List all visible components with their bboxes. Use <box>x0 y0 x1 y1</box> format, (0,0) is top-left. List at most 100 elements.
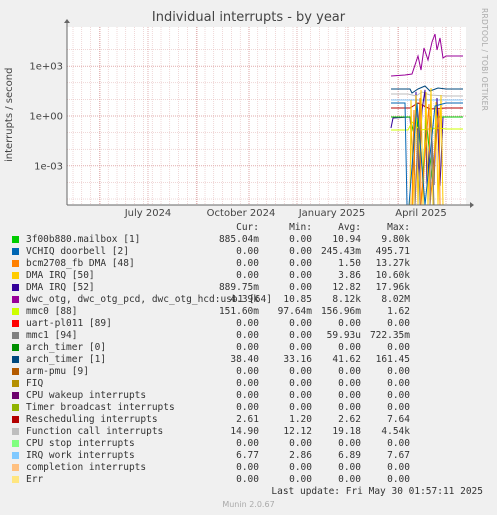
legend-series-name: DMA IRQ [50] <box>26 270 95 281</box>
legend-cur-value: 0.00 <box>236 258 259 269</box>
legend-min-value: 0.00 <box>289 282 312 293</box>
legend-swatch <box>12 332 19 339</box>
legend-row: Err 0.00 0.00 0.00 0.00 <box>12 474 490 486</box>
legend-swatch <box>12 452 19 459</box>
legend-row: bcm2708_fb DMA [48] 0.00 0.00 1.50 13.27k <box>12 258 490 270</box>
legend-max-value: 8.02M <box>381 294 410 305</box>
legend-cur-value: 0.00 <box>236 318 259 329</box>
legend-row: Timer broadcast interrupts 0.00 0.00 0.00 0.… <box>12 402 490 414</box>
legend-cur-value: 0.00 <box>236 246 259 257</box>
legend-avg-value: 8.12k <box>332 294 361 305</box>
legend-cur-value: 14.90 <box>230 426 259 437</box>
munin-version: Munin 2.0.67 <box>222 500 275 509</box>
legend-swatch <box>12 260 19 267</box>
legend-avg-value: 0.00 <box>338 438 361 449</box>
legend-header-cur: Cur: <box>236 222 259 233</box>
legend-min-value: 0.00 <box>289 258 312 269</box>
last-update: Last update: Fri May 30 01:57:11 2025 <box>271 486 483 497</box>
series-line-arch-timer-1 <box>391 85 463 94</box>
legend-cur-value: 0.00 <box>236 330 259 341</box>
legend-series-name: 3f00b880.mailbox [1] <box>26 234 141 245</box>
legend-avg-value: 0.00 <box>338 402 361 413</box>
y-tick-label: 1e+00 <box>29 112 63 123</box>
legend-series-name: DMA IRQ [52] <box>26 282 95 293</box>
legend-series-name: dwc_otg, dwc_otg_pcd, dwc_otg_hcd:usb1 [… <box>26 294 272 305</box>
legend-swatch <box>12 416 19 423</box>
legend-max-value: 722.35m <box>369 330 410 341</box>
legend-cur-value: 0.00 <box>236 462 259 473</box>
legend-max-value: 0.00 <box>387 438 410 449</box>
legend-swatch <box>12 356 19 363</box>
legend-avg-value: 0.00 <box>338 318 361 329</box>
legend-min-value: 12.12 <box>283 426 312 437</box>
legend-min-value: 0.00 <box>289 366 312 377</box>
legend-avg-value: 19.18 <box>332 426 361 437</box>
legend-avg-value: 156.96m <box>320 306 361 317</box>
legend-series-name: mmc1 [94] <box>26 330 78 341</box>
legend-max-value: 0.00 <box>387 474 410 485</box>
legend-min-value: 33.16 <box>283 354 312 365</box>
legend-series-name: Rescheduling interrupts <box>26 414 158 425</box>
legend-max-value: 17.96k <box>375 282 410 293</box>
series-line-vchiq <box>391 102 463 206</box>
legend-row: dwc_otg, dwc_otg_pcd, dwc_otg_hcd:usb1 [… <box>12 294 490 306</box>
legend-max-value: 0.00 <box>387 462 410 473</box>
legend-max-value: 7.67 <box>387 450 410 461</box>
legend-swatch <box>12 392 19 399</box>
legend-series-name: arch_timer [1] <box>26 354 107 365</box>
x-tick-label: July 2024 <box>124 208 172 219</box>
legend-avg-value: 59.93u <box>326 330 361 341</box>
series-line-dma-50 <box>409 87 444 206</box>
legend-avg-value: 3.86 <box>338 270 361 281</box>
x-tick-label: April 2025 <box>395 208 446 219</box>
legend-avg-value: 0.00 <box>338 378 361 389</box>
legend-row: Function call interrupts 14.90 12.12 19.18 4… <box>12 426 490 438</box>
legend-cur-value: 0.00 <box>236 438 259 449</box>
legend-row: CPU stop interrupts 0.00 0.00 0.00 0.00 <box>12 438 490 450</box>
legend-series-name: Timer broadcast interrupts <box>26 402 175 413</box>
legend-avg-value: 6.89 <box>338 450 361 461</box>
legend-swatch <box>12 344 19 351</box>
legend-min-value: 0.00 <box>289 390 312 401</box>
legend-cur-value: 0.00 <box>236 474 259 485</box>
legend-min-value: 0.00 <box>289 438 312 449</box>
legend-min-value: 0.00 <box>289 318 312 329</box>
legend-min-value: 0.00 <box>289 270 312 281</box>
legend-avg-value: 10.94 <box>332 234 361 245</box>
legend-series-name: Err <box>26 474 44 485</box>
legend-max-value: 4.54k <box>381 426 410 437</box>
rrdtool-credit: RRDTOOL / TOBI OETIKER <box>480 8 489 112</box>
legend-series-name: Function call interrupts <box>26 426 164 437</box>
legend-row: FIQ 0.00 0.00 0.00 0.00 <box>12 378 490 390</box>
legend-cur-value: 0.00 <box>236 270 259 281</box>
legend-series-name: arch_timer [0] <box>26 342 107 353</box>
legend-cur-value: 151.60m <box>218 306 259 317</box>
legend-swatch <box>12 308 19 315</box>
legend-max-value: 0.00 <box>387 342 410 353</box>
legend-swatch <box>12 404 19 411</box>
legend-cur-value: 0.00 <box>236 366 259 377</box>
legend-series-name: CPU stop interrupts <box>26 438 135 449</box>
legend-max-value: 0.00 <box>387 402 410 413</box>
legend-series-name: bcm2708_fb DMA [48] <box>26 258 135 269</box>
interrupts-chart: 1e+03 1e+00 1e-03 July 2024 October 2024 Janu… <box>29 19 474 219</box>
legend-row: uart-pl011 [89] 0.00 0.00 0.00 0.00 <box>12 318 490 330</box>
legend-min-value: 0.00 <box>289 462 312 473</box>
legend-cur-value: 4.39k <box>230 294 259 305</box>
legend-cur-value: 885.04m <box>218 234 259 245</box>
legend-min-value: 0.00 <box>289 246 312 257</box>
legend-swatch <box>12 464 19 471</box>
x-axis-arrow <box>470 202 474 208</box>
legend-cur-value: 0.00 <box>236 378 259 389</box>
legend-row: arch_timer [1] 38.40 33.16 41.62 161.45 <box>12 354 490 366</box>
legend-row: CPU wakeup interrupts 0.00 0.00 0.00 0.00 <box>12 390 490 402</box>
legend-row: DMA IRQ [50] 0.00 0.00 3.86 10.60k <box>12 270 490 282</box>
legend-max-value: 9.80k <box>381 234 410 245</box>
legend-max-value: 13.27k <box>375 258 410 269</box>
legend-avg-value: 41.62 <box>332 354 361 365</box>
legend-max-value: 10.60k <box>375 270 410 281</box>
legend-cur-value: 38.40 <box>230 354 259 365</box>
legend-header-min: Min: <box>289 222 312 233</box>
legend-max-value: 1.62 <box>387 306 410 317</box>
legend-max-value: 0.00 <box>387 378 410 389</box>
